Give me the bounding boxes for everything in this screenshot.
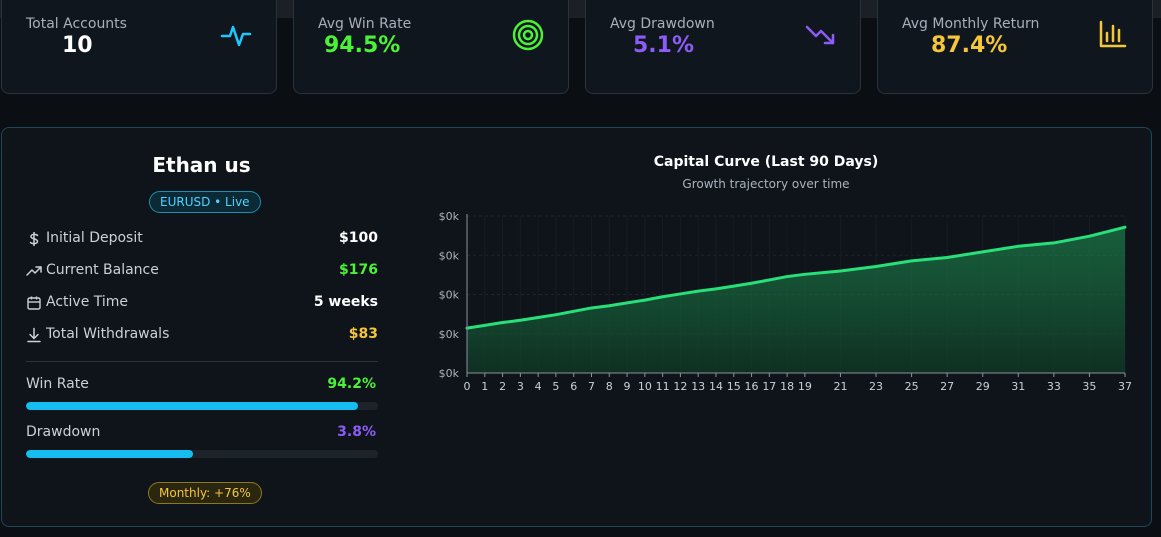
symbol-status-badge: EURUSD • Live — [149, 191, 261, 213]
chart-title: Capital Curve (Last 90 Days) — [653, 154, 879, 170]
y-tick-label: $0k — [439, 289, 460, 302]
drawdown-label: Drawdown — [26, 424, 101, 440]
x-tick-label: 13 — [691, 380, 705, 393]
x-tick-label: 37 — [1118, 380, 1132, 393]
win-rate-label: Win Rate — [26, 376, 89, 392]
x-tick-label: 25 — [905, 380, 919, 393]
x-tick-label: 2 — [499, 380, 506, 393]
row-value: $83 — [348, 326, 378, 342]
stat-value: 87.4% — [931, 33, 1008, 58]
row-initial-deposit: Initial Deposit $100 — [26, 229, 378, 249]
x-tick-label: 21 — [833, 380, 847, 393]
x-tick-label: 6 — [570, 380, 577, 393]
capital-area — [467, 227, 1125, 373]
stat-card-total-accounts: Total Accounts 10 — [1, 0, 277, 94]
x-tick-label: 9 — [624, 380, 631, 393]
x-tick-label: 12 — [673, 380, 687, 393]
drawdown-bar-fill — [26, 450, 194, 458]
monthly-return-badge: Monthly: +76% — [148, 482, 262, 504]
x-tick-label: 15 — [727, 380, 741, 393]
trending-up-icon — [26, 266, 42, 276]
win-rate-value: 94.2% — [327, 376, 376, 392]
x-tick-label: 16 — [745, 380, 759, 393]
drawdown-value: 3.8% — [337, 424, 376, 440]
top-bar — [0, 0, 1161, 18]
account-name: Ethan us — [152, 153, 251, 177]
win-rate-bar-fill — [26, 402, 358, 410]
stat-card-avg-drawdown: Avg Drawdown 5.1% — [585, 0, 861, 94]
download-icon — [27, 327, 41, 343]
x-tick-label: 0 — [464, 380, 471, 393]
y-tick-label: $0k — [439, 328, 460, 341]
capital-curve-chart: $0k$0k$0k$0k$0k0 1 2 3 4 5 6 7 8 9 10 11 12 13 14 15 16 1… — [439, 210, 1132, 393]
trending-down-icon — [805, 25, 835, 45]
row-label: Initial Deposit — [46, 230, 143, 246]
row-label: Active Time — [46, 294, 129, 310]
divider — [26, 361, 378, 362]
x-tick-label: 35 — [1082, 380, 1096, 393]
x-tick-label: 11 — [656, 380, 670, 393]
row-current-balance: Current Balance $176 — [26, 261, 378, 281]
stat-label: Total Accounts — [26, 16, 127, 32]
stat-value: 10 — [62, 33, 93, 58]
calendar-icon — [27, 296, 41, 310]
x-tick-label: 19 — [798, 380, 812, 393]
pulse-icon — [220, 25, 252, 47]
y-tick-label: $0k — [439, 367, 460, 380]
win-rate-bar — [26, 402, 378, 410]
x-tick-label: 17 — [762, 380, 776, 393]
y-tick-label: $0k — [439, 210, 460, 223]
row-total-withdrawals: Total Withdrawals $83 — [26, 325, 378, 345]
stat-card-avg-win-rate: Avg Win Rate 94.5% — [293, 0, 569, 94]
row-value: $100 — [339, 230, 378, 246]
row-value: $176 — [339, 262, 378, 278]
x-tick-label: 8 — [606, 380, 613, 393]
row-label: Current Balance — [46, 262, 159, 278]
stat-label: Avg Drawdown — [610, 16, 715, 32]
target-icon — [512, 19, 544, 51]
x-tick-label: 1 — [481, 380, 488, 393]
x-tick-label: 31 — [1011, 380, 1025, 393]
drawdown-bar — [26, 450, 378, 458]
stat-label: Avg Monthly Return — [902, 16, 1040, 32]
x-tick-label: 7 — [588, 380, 595, 393]
row-value: 5 weeks — [313, 294, 378, 310]
stat-label: Avg Win Rate — [318, 16, 412, 32]
x-tick-label: 27 — [940, 380, 954, 393]
y-tick-label: $0k — [439, 249, 460, 262]
chart-subtitle: Growth trajectory over time — [682, 177, 850, 191]
bar-chart-icon — [1099, 20, 1127, 48]
x-tick-label: 29 — [976, 380, 990, 393]
x-tick-label: 10 — [638, 380, 652, 393]
x-tick-label: 33 — [1047, 380, 1061, 393]
stat-value: 94.5% — [324, 33, 401, 58]
stat-value: 5.1% — [633, 33, 695, 58]
x-tick-label: 23 — [869, 380, 883, 393]
row-label: Total Withdrawals — [46, 326, 170, 342]
stat-card-avg-monthly-return: Avg Monthly Return 87.4% — [877, 0, 1153, 94]
x-tick-label: 18 — [780, 380, 794, 393]
capital-curve-line — [465, 225, 1127, 330]
x-tick-label: 14 — [709, 380, 723, 393]
account-panel: Ethan us EURUSD • Live Initial Deposit $… — [1, 127, 1152, 527]
dollar-icon — [29, 232, 39, 246]
x-tick-label: 5 — [552, 380, 559, 393]
row-active-time: Active Time 5 weeks — [26, 293, 378, 313]
x-tick-label: 4 — [535, 380, 542, 393]
x-tick-label: 3 — [517, 380, 524, 393]
